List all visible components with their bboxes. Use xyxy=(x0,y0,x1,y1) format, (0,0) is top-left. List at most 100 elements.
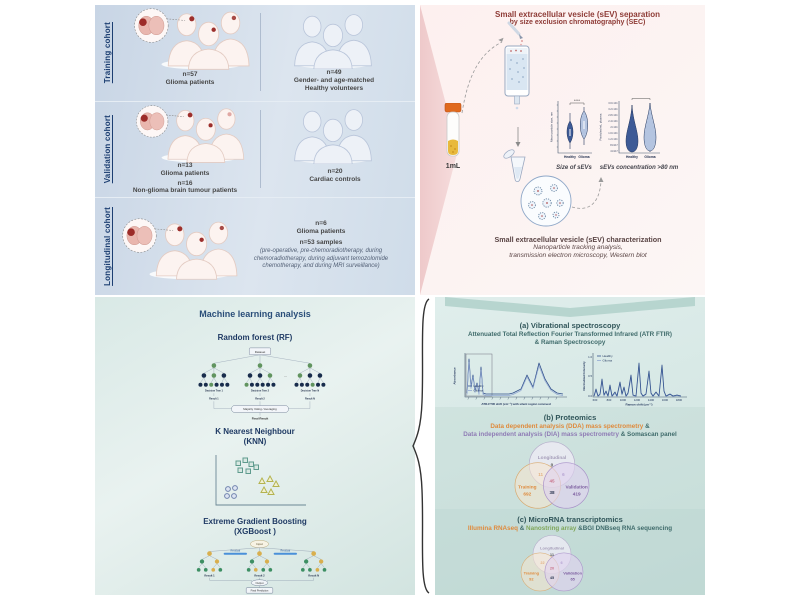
svg-text:Healthy: Healthy xyxy=(474,384,485,388)
decision-tree-n xyxy=(294,363,326,387)
svg-text:0.5: 0.5 xyxy=(588,374,592,378)
row-divider xyxy=(260,13,261,91)
decision-tree-1 xyxy=(198,363,230,387)
svg-text:Absorbance: Absorbance xyxy=(453,367,457,385)
row-divider xyxy=(260,110,261,188)
significance-stars: **** xyxy=(574,98,581,103)
svg-text:Mean particle size, nm: Mean particle size, nm xyxy=(550,111,554,142)
svg-text:38: 38 xyxy=(549,490,555,495)
svg-text:1.0: 1.0 xyxy=(588,355,592,359)
svg-text:Result 1: Result 1 xyxy=(204,574,215,578)
svg-text:419: 419 xyxy=(573,491,581,497)
tube-volume-label: 1mL xyxy=(445,163,461,170)
sev-vesicles-zoom-icon xyxy=(520,175,572,227)
svg-text:1600: 1600 xyxy=(662,398,669,402)
sev-characterization-block: Small extracellular vesicle (sEV) charac… xyxy=(494,235,662,260)
xgb-tree-2 xyxy=(246,551,273,572)
svg-text:Dataset: Dataset xyxy=(255,350,266,354)
svg-text:Longitudinal: Longitudinal xyxy=(538,455,566,461)
svg-text:Residual: Residual xyxy=(230,550,240,553)
healthy-caption: n=49 Gender- and age-matched Healthy vol… xyxy=(293,69,375,92)
ftir-spectrum-chart: Absorbance Healthy Glioma ATR-FTIR shift… xyxy=(453,353,567,406)
svg-text:1.6×10¹¹: 1.6×10¹¹ xyxy=(608,131,618,135)
svg-text:Healthy: Healthy xyxy=(626,155,638,159)
svg-text:ATR-FTIR shift (cm⁻¹) with sil: ATR-FTIR shift (cm⁻¹) with silent region… xyxy=(481,402,551,406)
glioma-caption: n=57 Glioma patients xyxy=(165,71,215,86)
svg-text:Output: Output xyxy=(256,581,264,585)
eppendorf-tube-icon xyxy=(503,149,526,183)
svg-text:Healthy: Healthy xyxy=(564,155,576,159)
brain-inset xyxy=(122,218,174,253)
cardiac-controls-illustration xyxy=(294,109,372,164)
svg-text:Majority Voting / Averaging: Majority Voting / Averaging xyxy=(243,407,277,411)
proteomics-venn-diagram: Longitudinal 0 11 6 45 Training 692 Vali… xyxy=(514,441,590,509)
svg-text:Decision Tree 2: Decision Tree 2 xyxy=(251,390,270,393)
training-cohort-label: Training cohort xyxy=(102,22,112,84)
svg-text:0.0: 0.0 xyxy=(588,394,592,398)
healthy-volunteers-illustration xyxy=(294,14,372,69)
ellipsis: ... xyxy=(284,374,287,378)
svg-text:20: 20 xyxy=(550,567,554,571)
raman-spectrum-chart: Normalized Intensity 1.0 0.5 0.0 Healthy… xyxy=(582,353,687,407)
spectroscopy-title: (a) Vibrational spectroscopy xyxy=(519,321,621,330)
svg-text:Decision Tree N: Decision Tree N xyxy=(301,390,320,393)
svg-text:Final Result: Final Result xyxy=(252,416,269,420)
svg-text:Healthy: Healthy xyxy=(603,354,614,358)
svg-text:Training: Training xyxy=(518,484,537,490)
svg-text:Result 1: Result 1 xyxy=(209,398,219,401)
svg-text:0: 0 xyxy=(551,463,554,469)
svg-text:Glioma: Glioma xyxy=(578,155,589,159)
longitudinal-cohort-row: Longitudinal cohort n=6 Glioma patients xyxy=(95,197,415,295)
proteomics-title: (b) Proteomics xyxy=(543,413,597,422)
violin-conc-title: sEVs concentration >80 nm xyxy=(599,165,679,171)
brain-inset xyxy=(134,8,186,43)
xgboost-diagram: Input xyxy=(196,540,327,594)
svg-text:Decision Tree 1: Decision Tree 1 xyxy=(205,390,224,393)
longitudinal-cohort-label: Longitudinal cohort xyxy=(102,207,112,286)
curly-brace xyxy=(412,298,430,594)
knn-scatter-diagram xyxy=(215,455,306,506)
svg-text:Glioma: Glioma xyxy=(474,389,484,393)
svg-text:8×10¹⁰: 8×10¹⁰ xyxy=(610,143,619,147)
svg-text:Residual: Residual xyxy=(280,550,290,553)
sev-separation-title: Small extracellular vesicle (sEV) separa… xyxy=(495,10,660,26)
random-forest-diagram: Dataset ... xyxy=(198,347,326,420)
cardiac-caption: n=20 Cardiac controls xyxy=(309,168,361,183)
svg-text:1400: 1400 xyxy=(648,398,655,402)
glioma-patients-illustration xyxy=(136,105,245,163)
blood-tube-icon xyxy=(444,103,462,157)
decision-tree-2 xyxy=(244,363,276,387)
svg-text:11: 11 xyxy=(550,552,555,557)
xgb-tree-n xyxy=(301,551,327,572)
svg-text:3.6×10¹¹: 3.6×10¹¹ xyxy=(608,101,618,105)
omics-panel: (a) Vibrational spectroscopy Attenuated … xyxy=(435,297,705,595)
svg-text:11: 11 xyxy=(538,472,543,477)
svg-text:22: 22 xyxy=(540,561,544,565)
cohorts-panel: Training cohort n=57 Glioma patients xyxy=(95,5,415,295)
svg-text:6: 6 xyxy=(562,472,565,477)
svg-text:Input: Input xyxy=(256,542,263,546)
spectroscopy-subtitle: Attenuated Total Reflection Fourier Tran… xyxy=(467,331,673,347)
svg-text:2.8×10¹¹: 2.8×10¹¹ xyxy=(608,113,618,117)
brain-inset xyxy=(136,105,184,138)
svg-text:6: 6 xyxy=(560,561,562,565)
violin-plot-sev-size: Mean particle size, nm **** Healthy Glio… xyxy=(550,98,592,159)
svg-text:Validation: Validation xyxy=(563,570,582,575)
svg-text:1000: 1000 xyxy=(620,398,627,402)
svg-text:65: 65 xyxy=(570,576,575,581)
svg-text:Training: Training xyxy=(524,570,540,575)
svg-text:Final Prediction: Final Prediction xyxy=(251,589,269,593)
rf-title: Random forest (RF) xyxy=(217,333,293,342)
svg-text:Longitudinal: Longitudinal xyxy=(540,546,564,551)
violin-size-title: Size of sEVs xyxy=(556,165,592,171)
validation-cohort-row: Validation cohort n=13 Glioma patients xyxy=(95,101,415,197)
validation-glioma-caption: n=13 Glioma patients n=16 Non-glioma bra… xyxy=(132,162,238,195)
proteomics-methods: Data dependent analysis (DDA) mass spect… xyxy=(463,423,677,439)
svg-text:Result N: Result N xyxy=(308,574,319,578)
svg-text:92: 92 xyxy=(529,576,534,581)
svg-text:Glioma: Glioma xyxy=(603,359,613,363)
svg-text:692: 692 xyxy=(523,491,531,497)
flow-arrows xyxy=(461,37,604,209)
svg-text:600: 600 xyxy=(593,398,598,402)
svg-text:Raman shift (cm⁻¹): Raman shift (cm⁻¹) xyxy=(626,403,653,407)
